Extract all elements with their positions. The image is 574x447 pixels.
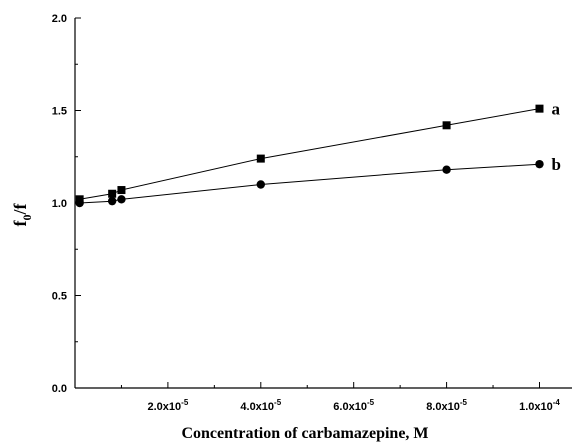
series-line-b [79, 163, 540, 204]
x-axis-title: Concentration of carbamazepine, M [181, 425, 428, 442]
data-point-a [117, 186, 126, 195]
data-point-b [107, 196, 117, 206]
y-axis-title: f0/f [10, 202, 34, 226]
data-point-b [256, 180, 265, 189]
data-point-a [442, 121, 451, 130]
y-axis-title-subscript: 0 [20, 215, 34, 221]
x-tick-label: 2.0x10-5 [148, 398, 189, 413]
plot-frame [74, 18, 572, 389]
data-point-a [256, 154, 265, 163]
y-tick-label: 1.5 [52, 106, 67, 118]
series-label-a: a [551, 100, 560, 119]
data-point-b [117, 195, 126, 204]
x-tick-label: 4.0x10-5 [240, 398, 281, 413]
data-point-b [442, 165, 451, 174]
series-b: b [75, 155, 561, 208]
x-tick-label: 1.0x10-4 [519, 398, 560, 413]
y-axis-title-main: f [10, 220, 30, 227]
y-tick-label: 0.0 [52, 383, 67, 395]
data-point-b [75, 198, 84, 208]
series-layer: ab [75, 100, 561, 208]
x-tick-label: 8.0x10-5 [426, 398, 467, 413]
y-tick-label: 2.0 [52, 13, 67, 25]
data-point-a [108, 189, 117, 198]
data-point-a [535, 104, 544, 113]
y-tick-label: 0.5 [52, 291, 67, 303]
data-point-b [535, 159, 544, 169]
y-tick-label: 1.0 [52, 198, 67, 210]
x-axis-ticks: 2.0x10-5 4.0x10-5 6.0x10-5 8.0x10-5 1.0x10-4 [120, 382, 560, 413]
series-a: a [75, 100, 560, 204]
series-label-b: b [551, 155, 560, 174]
x-tick-label: 6.0x10-5 [333, 398, 374, 413]
y-axis-title-tail: /f [10, 202, 30, 215]
series-line-a [79, 108, 540, 200]
y-axis-ticks: 0.0 0.5 1.0 1.5 2.0 [52, 13, 81, 395]
